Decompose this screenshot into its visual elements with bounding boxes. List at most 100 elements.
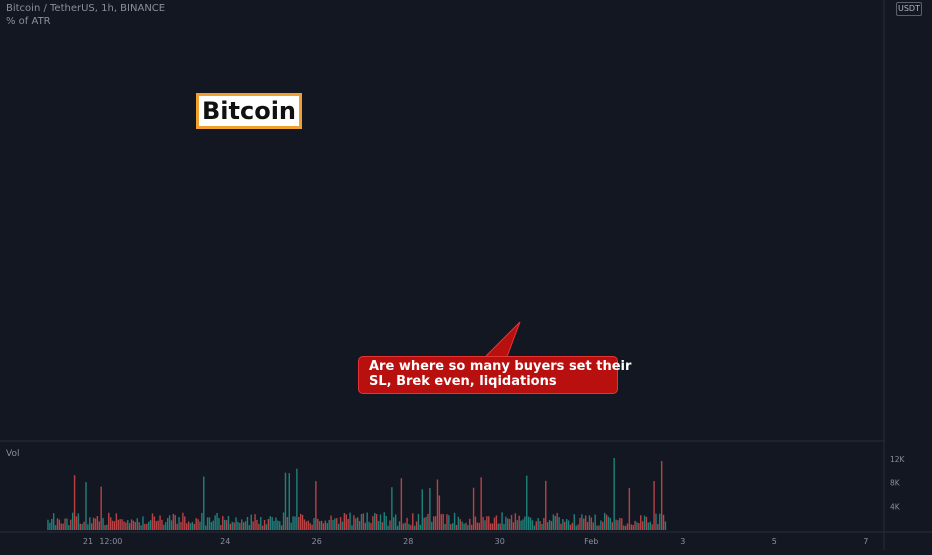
volume-bar [476, 522, 479, 530]
volume-bars [47, 457, 667, 530]
quote-currency-badge[interactable]: USDT [896, 2, 922, 16]
volume-bar [622, 525, 625, 530]
volume-bar [313, 518, 315, 530]
volume-bar [138, 522, 140, 530]
volume-bar [212, 520, 214, 530]
volume-bar [497, 523, 499, 530]
volume-bar [558, 517, 560, 530]
volume-bar [90, 523, 93, 530]
time-tick-label: 3 [680, 537, 685, 546]
volume-bar [115, 513, 118, 530]
volume-bar [550, 520, 553, 530]
volume-bar [488, 516, 490, 530]
volume-bar [170, 520, 173, 530]
volume-bar [52, 513, 55, 530]
volume-bar [638, 523, 640, 530]
volume-bar [355, 518, 357, 530]
volume-bar [163, 524, 165, 530]
volume-bar [328, 519, 330, 530]
volume-bar [600, 520, 602, 530]
volume-bar [176, 523, 178, 530]
volume-bar [204, 525, 207, 530]
volume-bar [288, 473, 290, 530]
volume-bar [579, 517, 581, 530]
volume-bar [47, 519, 49, 530]
volume-bar [54, 525, 57, 530]
volume-bar [508, 519, 511, 530]
volume-bar [362, 513, 365, 530]
volume-bar [337, 523, 340, 530]
volume-bar [372, 516, 374, 530]
volume-bar [569, 524, 572, 530]
volume-bar [336, 518, 338, 530]
volume-bar [470, 524, 473, 530]
volume-bar [527, 516, 530, 530]
volume-bar [307, 520, 309, 530]
volume-label[interactable]: Vol [6, 449, 19, 459]
symbol-header[interactable]: Bitcoin / TetherUS, 1h, BINANCE [6, 3, 166, 14]
volume-bar [85, 482, 87, 530]
volume-bar [73, 475, 76, 530]
volume-bar [75, 516, 78, 530]
volume-bar [581, 514, 583, 530]
volume-bar [413, 525, 416, 530]
volume-bar [590, 517, 593, 530]
volume-bar [505, 516, 507, 530]
volume-bar [393, 517, 395, 530]
volume-bar [172, 513, 175, 530]
time-tick-label: 12:00 [99, 537, 122, 546]
volume-bar [71, 512, 74, 530]
volume-bar [206, 517, 209, 530]
time-tick-label: 21 [83, 537, 93, 546]
volume-bar [294, 516, 296, 530]
volume-bar [317, 518, 319, 530]
time-tick-label: 26 [312, 537, 322, 546]
volume-bar [254, 514, 256, 530]
volume-bar [565, 519, 568, 530]
volume-bar [482, 516, 484, 530]
volume-bar [153, 516, 156, 530]
volume-bar [125, 522, 127, 530]
volume-bar [621, 518, 623, 530]
volume-bar [575, 525, 577, 530]
volume-bar [298, 517, 300, 530]
volume-bar [643, 515, 646, 530]
volume-bar [478, 522, 480, 530]
volume-bar [229, 523, 232, 530]
volume-bar [353, 515, 355, 530]
volume-bar [62, 523, 64, 530]
volume-bar [235, 517, 237, 530]
volume-bar [128, 523, 131, 530]
volume-bar [486, 516, 488, 530]
volume-bar [102, 518, 104, 530]
volume-bar [324, 520, 327, 530]
volume-bar [258, 523, 260, 530]
callout-annotation[interactable]: Are where so many buyers set their SL, B… [358, 356, 631, 394]
volume-bar [117, 519, 119, 530]
volume-bar [461, 521, 463, 530]
volume-bar [252, 521, 254, 530]
volume-bar [201, 512, 203, 530]
volume-bar [543, 517, 545, 530]
volume-bar [617, 520, 619, 530]
volume-bar [383, 512, 385, 530]
volume-bar [448, 515, 450, 530]
volume-bar [432, 516, 435, 530]
title-annotation[interactable]: Bitcoin [196, 93, 302, 129]
volume-bar [305, 521, 308, 530]
volume-bar [417, 513, 420, 530]
volume-bar [341, 521, 344, 530]
time-tick-label: 30 [495, 537, 505, 546]
volume-bar [573, 514, 575, 530]
volume-bar [529, 517, 532, 530]
indicator-label[interactable]: % of ATR [6, 16, 51, 27]
volume-bar [140, 525, 142, 530]
volume-bar [634, 520, 636, 530]
volume-bar [613, 457, 615, 530]
volume-bar [322, 523, 325, 530]
volume-bar [199, 521, 201, 530]
volume-bar [662, 514, 665, 530]
